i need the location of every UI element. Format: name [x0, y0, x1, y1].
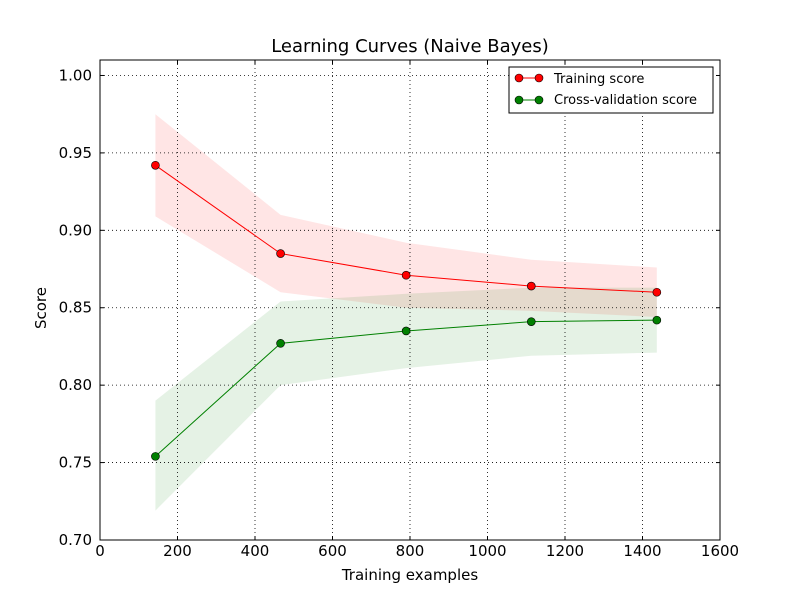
x-tick-label-8: 1600: [701, 542, 739, 560]
y-tick-label-5: 0.95: [59, 144, 92, 162]
series-0-point-0: [151, 160, 160, 170]
legend-training-marker-1: [514, 73, 524, 83]
y-tick-label-6: 1.00: [59, 66, 92, 84]
y-tick-label-4: 0.90: [59, 221, 92, 239]
series-1-point-4: [652, 315, 662, 325]
legend-cv-marker-2: [534, 95, 544, 105]
y-tick-label-0: 0.70: [59, 531, 92, 549]
x-axis-label: Training examples: [341, 566, 479, 584]
y-tick-label-2: 0.80: [59, 376, 92, 394]
legend-training-marker-2: [534, 73, 544, 83]
series-points: [151, 160, 662, 461]
y-tick-label-1: 0.75: [59, 454, 92, 472]
legend-box: [508, 66, 714, 114]
x-tick-label-5: 1000: [468, 542, 506, 560]
x-tick-label-6: 1200: [546, 542, 584, 560]
series-0-point-1: [276, 249, 285, 258]
series-1-point-1: [276, 339, 285, 348]
y-axis-label: Score: [32, 287, 50, 329]
tick-labels: 0 200 400 600 800 1000 1200 1400 1600 0.70 0.75 0.8…: [59, 66, 740, 560]
axis-ticks: [99, 60, 721, 541]
chart-title: Learning Curves (Naive Bayes): [271, 36, 549, 57]
x-tick-label-3: 600: [318, 542, 347, 560]
legend-training-label: Training score: [553, 72, 644, 87]
legend: Training score Cross-validation score: [508, 66, 714, 114]
series-0-point-4: [652, 287, 662, 297]
series-0-point-3: [526, 281, 536, 291]
x-tick-label-0: 0: [95, 542, 105, 560]
series-0-point-2: [401, 270, 411, 280]
x-tick-label-2: 400: [241, 542, 270, 560]
y-tick-label-3: 0.85: [59, 299, 92, 317]
x-tick-label-4: 800: [396, 542, 425, 560]
x-tick-label-7: 1400: [623, 542, 661, 560]
series-1-point-0: [151, 452, 160, 461]
confidence-band-0: [155, 114, 657, 318]
series-1-point-3: [526, 317, 536, 326]
legend-cv-marker-1: [514, 95, 524, 105]
legend-cv-label: Cross-validation score: [554, 93, 697, 108]
x-tick-label-1: 200: [163, 542, 192, 560]
series-1-point-2: [401, 326, 411, 336]
